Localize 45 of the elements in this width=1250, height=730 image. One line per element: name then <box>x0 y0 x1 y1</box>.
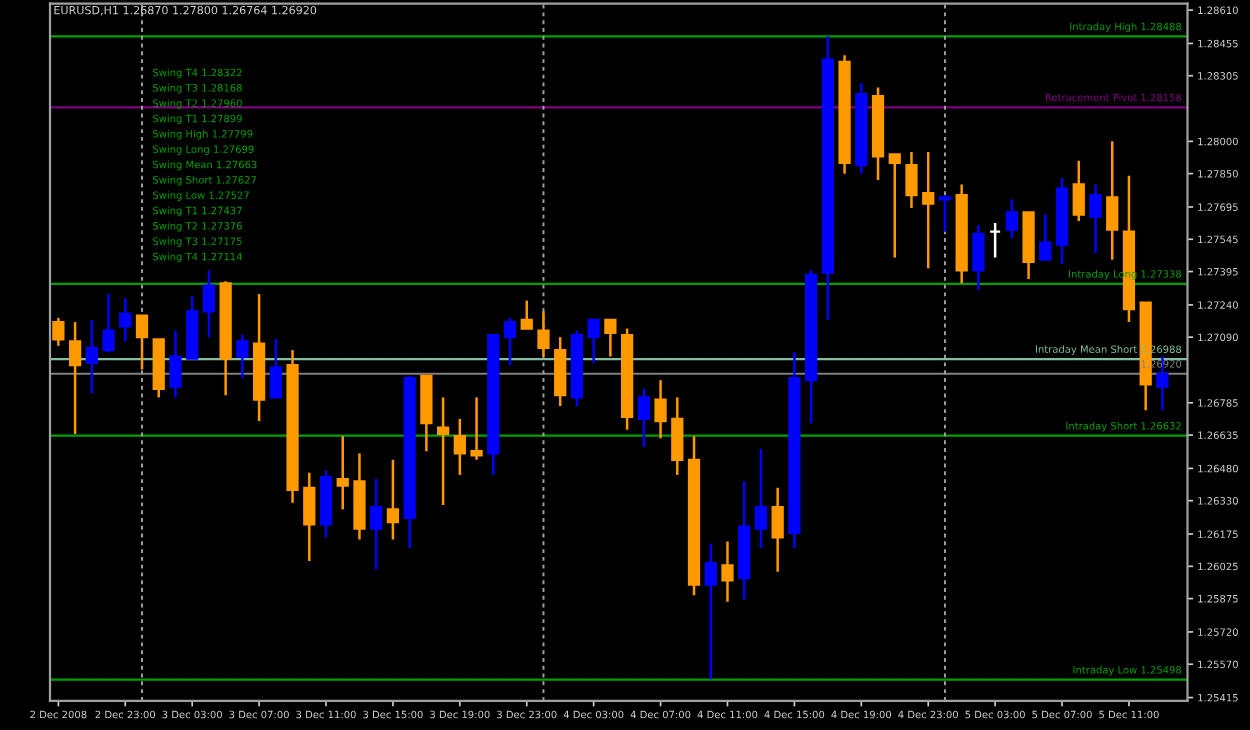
candlestick <box>1072 159 1085 223</box>
candlestick <box>236 333 249 380</box>
candlestick <box>470 396 483 462</box>
candlestick <box>704 542 717 681</box>
candlestick <box>85 318 98 395</box>
candlestick <box>436 396 450 507</box>
candlestick <box>537 310 550 358</box>
candlestick <box>353 452 366 541</box>
candlestick <box>453 417 466 477</box>
candlestick <box>119 297 132 343</box>
candlestick <box>604 318 617 358</box>
candlestick <box>503 316 517 367</box>
candlestick <box>905 150 918 210</box>
candlestick <box>135 314 149 371</box>
candlestick <box>269 338 282 399</box>
candlestick <box>587 318 600 365</box>
candlestick <box>370 477 383 571</box>
candlestick <box>420 374 433 453</box>
candlestick <box>654 378 667 440</box>
candlestick <box>888 153 901 259</box>
candlestick <box>68 320 82 436</box>
candlestick <box>922 150 935 270</box>
candlestick <box>1039 213 1052 261</box>
candlestick <box>989 221 1002 259</box>
candlestick <box>1106 140 1119 261</box>
candlestick <box>386 458 400 541</box>
candlestick <box>303 471 316 563</box>
candlestick <box>319 469 333 539</box>
candlestick <box>1005 198 1018 240</box>
candlestick <box>938 193 952 233</box>
candlestick <box>771 486 784 573</box>
candlestick <box>1089 183 1102 255</box>
candlestick <box>169 329 182 399</box>
candlestick <box>202 269 216 339</box>
candlestick <box>186 295 199 360</box>
candlestick <box>102 292 115 354</box>
candlestick <box>336 434 349 511</box>
candlestick <box>520 299 533 330</box>
candlestick <box>52 316 65 348</box>
candlestick <box>721 540 734 604</box>
candlestick <box>637 387 650 449</box>
candlestick <box>754 447 768 550</box>
candlestick <box>554 335 567 408</box>
candlestick <box>671 396 684 477</box>
candlestick <box>972 224 985 292</box>
